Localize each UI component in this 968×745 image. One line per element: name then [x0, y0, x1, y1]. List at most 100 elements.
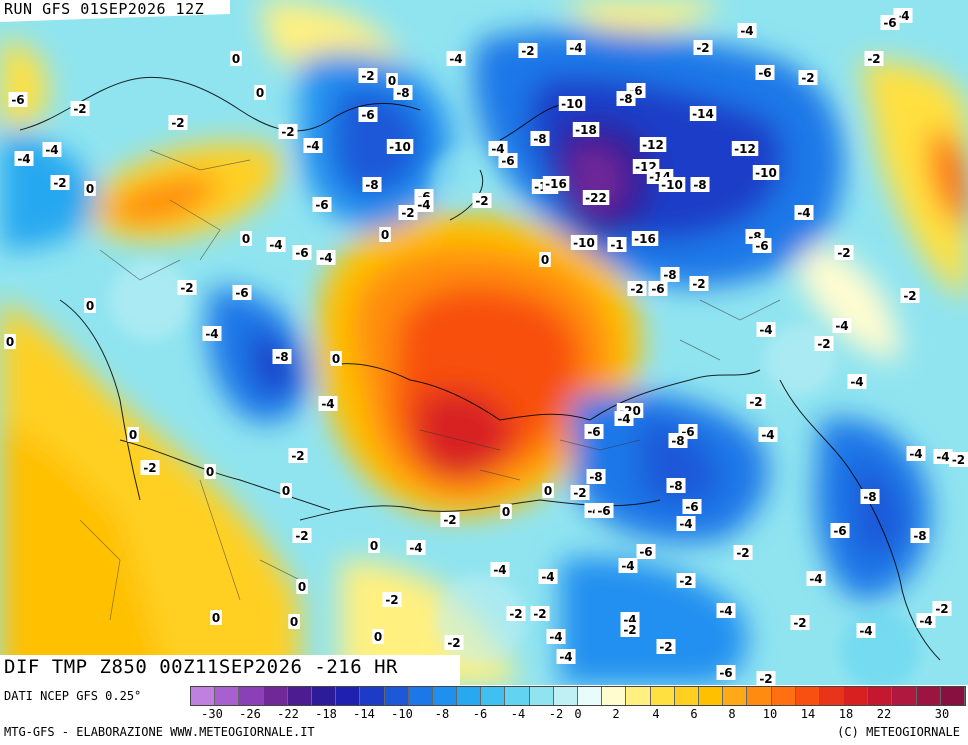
color-scale-tick-label: 0 — [574, 707, 582, 721]
value-label-background — [798, 70, 818, 85]
value-label-background — [444, 635, 464, 650]
color-scale-swatch — [360, 687, 385, 705]
value-label-background — [716, 665, 736, 680]
value-label-background — [755, 65, 775, 80]
value-label-background — [676, 516, 696, 531]
color-scale-swatch — [505, 687, 530, 705]
value-label-background — [414, 197, 434, 212]
value-label-background — [538, 569, 558, 584]
value-label: -10 — [755, 166, 777, 180]
value-label: -10 — [661, 178, 683, 192]
color-scale-tick-label: -4 — [510, 707, 526, 721]
value-label: -10 — [573, 236, 595, 250]
value-label: -4 — [909, 447, 922, 461]
value-label: -2 — [623, 623, 636, 637]
value-label: -8 — [693, 178, 706, 192]
value-label: -4 — [850, 375, 863, 389]
map-label-background — [0, 655, 460, 685]
color-scale-swatch — [457, 687, 482, 705]
color-scale-ticks: -30 -26 -22 -18 -14 -10 -8 -6 -4 -2 0 2 4 6 8 10 14 18 22 3… — [190, 707, 966, 723]
value-label: -4 — [759, 323, 772, 337]
value-label-background — [847, 374, 867, 389]
color-scale-swatch — [529, 687, 554, 705]
value-label-background — [864, 51, 884, 66]
value-label: -2 — [659, 640, 672, 654]
value-label-background — [586, 469, 606, 484]
value-label-background — [856, 623, 876, 638]
value-label: -2 — [447, 636, 460, 650]
color-scale-tick-label: -2 — [548, 707, 564, 721]
value-label-background — [398, 205, 418, 220]
color-scale-tick-label: 6 — [690, 707, 698, 721]
value-label: -6 — [651, 282, 664, 296]
value-label: -22 — [585, 191, 607, 205]
value-label-background — [440, 512, 460, 527]
value-label: -8 — [663, 268, 676, 282]
value-label-background — [446, 51, 466, 66]
credit-right: (C) METEOGIORNALE — [837, 725, 960, 739]
value-label: -2 — [837, 246, 850, 260]
color-scale-swatch — [263, 687, 288, 705]
value-label-background — [752, 238, 772, 253]
value-label-background — [506, 606, 526, 621]
value-label: -6 — [755, 239, 768, 253]
value-label: -2 — [143, 461, 156, 475]
value-label: -12 — [642, 138, 664, 152]
value-label-background — [50, 175, 70, 190]
value-label-background — [254, 85, 266, 100]
value-label: -8 — [396, 86, 409, 100]
value-label: 0 — [298, 580, 306, 594]
value-label-background — [542, 176, 570, 191]
value-label: -12 — [734, 142, 756, 156]
value-label-background — [379, 227, 391, 242]
value-label-background — [8, 92, 28, 107]
value-label-background — [368, 538, 380, 553]
value-label-background — [790, 615, 810, 630]
value-label-background — [594, 503, 614, 518]
color-scale-tick-label: -6 — [472, 707, 488, 721]
value-label: -6 — [235, 286, 248, 300]
value-label-background — [472, 193, 492, 208]
value-label-background — [906, 446, 926, 461]
color-scale-tick-label: -22 — [277, 707, 299, 721]
value-label-background — [733, 545, 753, 560]
value-label-background — [949, 452, 968, 467]
value-label: -2 — [692, 277, 705, 291]
color-scale-swatch — [481, 687, 506, 705]
value-label: -4 — [306, 139, 319, 153]
value-label: -6 — [758, 66, 771, 80]
value-label: 0 — [544, 484, 552, 498]
value-label: -6 — [315, 198, 328, 212]
value-label: 0 — [388, 74, 396, 88]
map-variable-label: DIF TMP Z850 00Z11SEP2026 -216 HR — [4, 656, 398, 678]
value-label-background — [668, 433, 688, 448]
value-label: -2 — [696, 41, 709, 55]
value-label-background — [393, 85, 413, 100]
color-scale-tick-label: -14 — [353, 707, 375, 721]
value-label: -2 — [573, 486, 586, 500]
value-label-background — [676, 573, 696, 588]
value-label-background — [682, 499, 702, 514]
value-label-background — [14, 151, 34, 166]
value-label-background — [746, 394, 766, 409]
value-label-background — [230, 51, 242, 66]
value-label-background — [693, 40, 713, 55]
color-scale-swatch — [650, 687, 675, 705]
value-label-background — [140, 460, 160, 475]
color-scale-swatch — [432, 687, 458, 705]
color-scale-swatch — [819, 687, 845, 705]
value-label: 0 — [129, 428, 137, 442]
value-label: 0 — [256, 86, 264, 100]
value-label: -4 — [919, 614, 932, 628]
value-label-background — [584, 424, 604, 439]
value-label: -4 — [936, 450, 949, 464]
value-label-background — [756, 671, 776, 685]
color-scale-tick-label: 14 — [800, 707, 816, 721]
value-label: -8 — [589, 470, 602, 484]
value-label: 0 — [6, 335, 14, 349]
value-label-background — [530, 131, 550, 146]
value-label-background — [558, 96, 586, 111]
value-label-background — [272, 349, 292, 364]
value-label: 0 — [206, 465, 214, 479]
value-label-background — [42, 142, 62, 157]
